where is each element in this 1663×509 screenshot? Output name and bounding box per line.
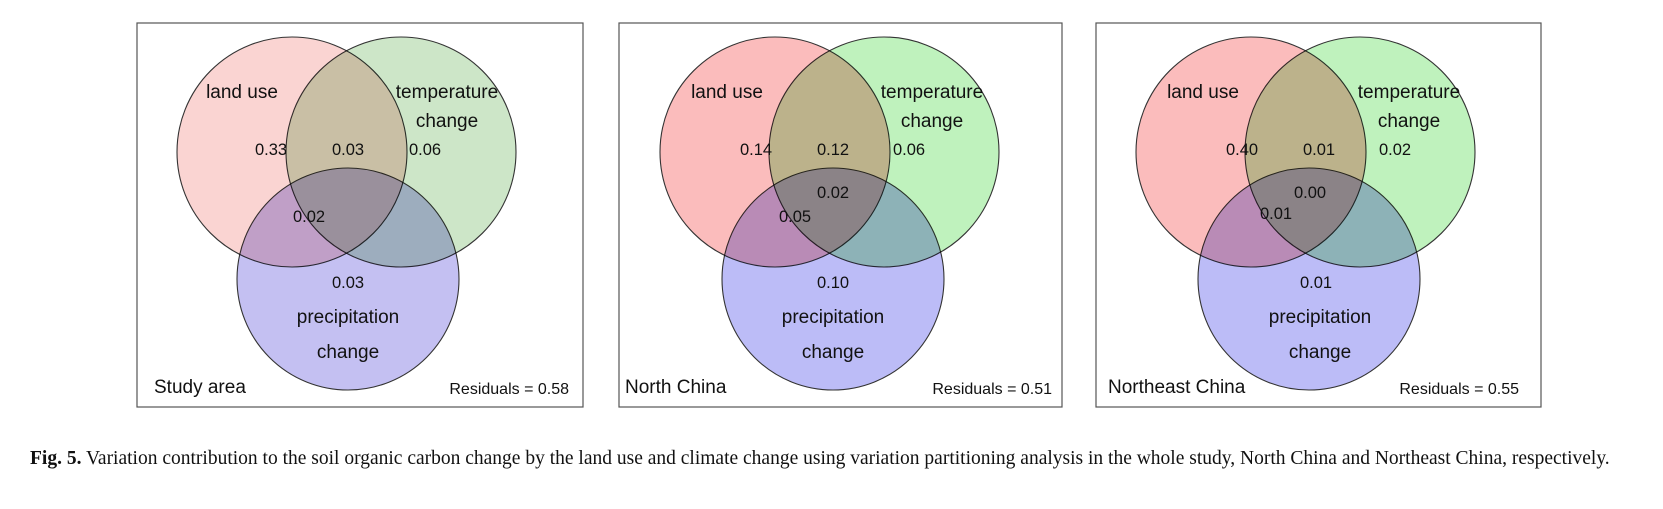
land-temp-value: 0.12 <box>817 141 849 159</box>
temperature-change-label: change <box>901 111 963 132</box>
land-precip-value: 0.01 <box>1260 205 1292 223</box>
temperature-label: temperature <box>1358 82 1460 103</box>
land-precip-value: 0.02 <box>293 208 325 226</box>
precipitation-change-label: change <box>802 342 864 363</box>
temperature-label: temperature <box>396 82 498 103</box>
land-only-value: 0.33 <box>255 141 287 159</box>
all-three-value: 0.02 <box>817 184 849 202</box>
land-only-value: 0.14 <box>740 141 772 159</box>
temp-only-value: 0.06 <box>893 141 925 159</box>
temperature-change-label: change <box>416 111 478 132</box>
region-label: North China <box>625 377 727 398</box>
residuals-label: Residuals = 0.55 <box>1399 381 1519 398</box>
venn-panel-study-area: land use temperature change 0.33 0.03 0.… <box>136 22 584 408</box>
venn-panel-north-china: land use temperature change 0.14 0.12 0.… <box>618 22 1063 408</box>
precipitation-change-label: change <box>1289 342 1351 363</box>
region-label: Study area <box>154 377 246 398</box>
caption-text: Variation contribution to the soil organ… <box>81 448 1610 469</box>
land-use-label: land use <box>691 82 763 103</box>
figure-caption: Fig. 5. Variation contribution to the so… <box>30 446 1640 471</box>
caption-label: Fig. 5. <box>30 448 82 469</box>
region-label: Northeast China <box>1108 377 1246 398</box>
precipitation-label: precipitation <box>782 307 884 328</box>
land-only-value: 0.40 <box>1226 141 1258 159</box>
precipitation-change-circle <box>721 167 945 391</box>
precipitation-change-circle <box>1197 167 1421 391</box>
temperature-change-label: change <box>1378 111 1440 132</box>
residuals-label: Residuals = 0.58 <box>449 381 569 398</box>
all-three-value: 0.00 <box>1294 184 1326 202</box>
land-temp-value: 0.01 <box>1303 141 1335 159</box>
land-precip-value: 0.05 <box>779 208 811 226</box>
land-temp-value: 0.03 <box>332 141 364 159</box>
land-use-label: land use <box>206 82 278 103</box>
temperature-label: temperature <box>881 82 983 103</box>
precip-only-value: 0.03 <box>332 274 364 292</box>
temp-only-value: 0.02 <box>1379 141 1411 159</box>
precipitation-change-label: change <box>317 342 379 363</box>
precipitation-label: precipitation <box>297 307 399 328</box>
precip-only-value: 0.01 <box>1300 274 1332 292</box>
temp-only-value: 0.06 <box>409 141 441 159</box>
land-use-label: land use <box>1167 82 1239 103</box>
venn-figure: land use temperature change 0.33 0.03 0.… <box>136 22 1542 408</box>
precip-only-value: 0.10 <box>817 274 849 292</box>
venn-panel-northeast-china: land use temperature change 0.40 0.01 0.… <box>1095 22 1542 408</box>
precipitation-label: precipitation <box>1269 307 1371 328</box>
precipitation-change-circle <box>236 167 460 391</box>
residuals-label: Residuals = 0.51 <box>932 381 1052 398</box>
